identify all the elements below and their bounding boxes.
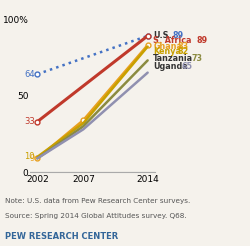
Text: Kenya: Kenya [153, 47, 181, 57]
Text: 65: 65 [182, 62, 193, 71]
Text: 64: 64 [24, 70, 34, 79]
Text: 9: 9 [29, 154, 34, 163]
Text: Tanzania: Tanzania [153, 54, 193, 63]
Text: 33: 33 [24, 117, 34, 126]
Text: U.S.: U.S. [153, 31, 172, 40]
Text: 10: 10 [24, 152, 34, 161]
Text: 89: 89 [172, 31, 184, 40]
Text: Uganda: Uganda [153, 62, 188, 71]
Text: PEW RESEARCH CENTER: PEW RESEARCH CENTER [5, 232, 118, 241]
Text: 89: 89 [196, 36, 207, 45]
Text: 73: 73 [192, 54, 202, 63]
Text: 83: 83 [177, 42, 188, 51]
Text: 82: 82 [177, 47, 188, 57]
Text: Source: Spring 2014 Global Attitudes survey. Q68.: Source: Spring 2014 Global Attitudes sur… [5, 213, 186, 219]
Text: Ghana: Ghana [153, 42, 182, 51]
Text: Note: U.S. data from Pew Research Center surveys.: Note: U.S. data from Pew Research Center… [5, 198, 190, 204]
Text: S. Africa: S. Africa [153, 36, 192, 45]
